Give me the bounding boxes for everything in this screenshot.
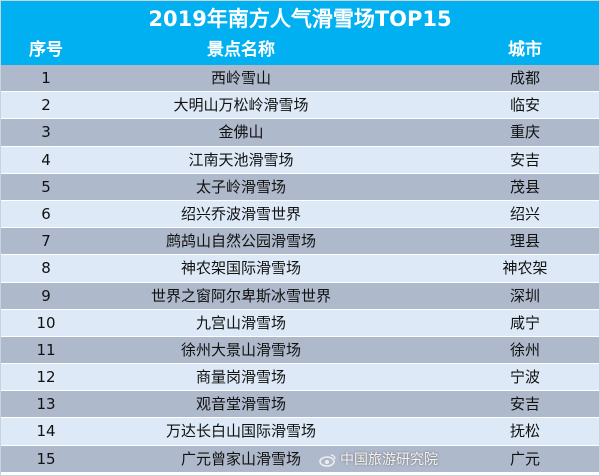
rank-cell: 12 [36, 368, 56, 387]
name-cell: 广元曾家山滑雪场 [180, 449, 301, 468]
name-cell: 太子岭滑雪场 [195, 177, 286, 196]
city-cell: 神农架 [502, 259, 548, 278]
rank-cell: 1 [41, 69, 51, 87]
rank-cell: 3 [41, 123, 51, 142]
rank-cell: 11 [36, 340, 56, 359]
city-cell: 茂县 [509, 177, 540, 196]
table-row: 7 鹧鸪山自然公园滑雪场 理县 [1, 228, 599, 256]
city-cell: 广元 [509, 449, 540, 468]
rank-cell: 4 [41, 150, 51, 169]
table-row: 6 绍兴乔波滑雪世界 绍兴 [1, 200, 599, 229]
table-row: 8 神农架国际滑雪场 神农架 [1, 255, 599, 283]
table-row: 12 商量岗滑雪场 宁波 [1, 364, 599, 392]
name-cell: 九宫山滑雪场 [195, 313, 286, 332]
table-row: 14 万达长白山国际滑雪场 抚松 [1, 418, 599, 446]
name-cell: 西岭雪山 [210, 69, 271, 87]
table-title: 2019年南方人气滑雪场TOP15 [148, 7, 452, 31]
name-cell: 江南天池滑雪场 [188, 150, 294, 169]
city-cell: 成都 [509, 69, 540, 87]
rank-cell: 10 [36, 313, 56, 332]
name-cell: 观音堂滑雪场 [195, 395, 286, 414]
table-row: 15 广元曾家山滑雪场 广元 [1, 445, 599, 473]
name-cell: 万达长白山国际滑雪场 [165, 422, 316, 441]
watermark-text: 中国旅游研究院 [340, 452, 438, 468]
name-cell: 绍兴乔波滑雪世界 [180, 204, 301, 223]
name-cell: 商量岗滑雪场 [195, 368, 286, 387]
rank-cell: 5 [41, 177, 51, 196]
rank-cell: 6 [41, 204, 51, 223]
rank-cell: 7 [41, 232, 51, 251]
header-name: 景点名称 [207, 40, 275, 60]
table-row: 4 江南天池滑雪场 安吉 [1, 146, 599, 174]
city-cell: 抚松 [509, 422, 540, 441]
header-rank: 序号 [29, 40, 63, 60]
city-cell: 理县 [509, 232, 540, 251]
rank-cell: 13 [36, 395, 56, 414]
city-cell: 安吉 [509, 150, 540, 169]
table-row: 9 世界之窗阿尔卑斯冰雪世界 深圳 [1, 282, 599, 310]
table-row: 5 太子岭滑雪场 茂县 [1, 173, 599, 201]
table-row: 10 九宫山滑雪场 咸宁 [1, 309, 599, 337]
city-cell: 深圳 [509, 286, 540, 305]
table-row: 13 观音堂滑雪场 安吉 [1, 391, 599, 419]
city-cell: 重庆 [509, 123, 540, 142]
rank-cell: 9 [41, 286, 51, 305]
rank-cell: 2 [41, 96, 51, 115]
name-cell: 金佛山 [218, 123, 264, 142]
name-cell: 徐州大景山滑雪场 [180, 340, 301, 359]
city-cell: 安吉 [509, 395, 540, 414]
header-row: 序号 景点名称 城市 [1, 37, 599, 65]
name-cell: 大明山万松岭滑雪场 [173, 96, 309, 115]
weibo-icon [319, 454, 336, 467]
name-cell: 神农架国际滑雪场 [180, 259, 301, 278]
city-cell: 绍兴 [509, 204, 540, 223]
city-cell: 宁波 [509, 368, 540, 387]
header-city: 城市 [508, 40, 542, 60]
name-cell: 鹧鸪山自然公园滑雪场 [165, 232, 316, 251]
table-row: 2 大明山万松岭滑雪场 临安 [1, 92, 599, 120]
city-cell: 临安 [509, 96, 540, 115]
rank-cell: 15 [36, 449, 56, 468]
table-row: 3 金佛山 重庆 [1, 119, 599, 147]
table-row: 1 西岭雪山 成都 [1, 65, 599, 93]
rank-cell: 14 [36, 422, 56, 441]
rank-cell: 8 [41, 259, 51, 278]
city-cell: 咸宁 [509, 313, 540, 332]
city-cell: 徐州 [509, 340, 540, 359]
name-cell: 世界之窗阿尔卑斯冰雪世界 [150, 286, 331, 305]
watermark: 中国旅游研究院 [319, 452, 438, 468]
table-row: 11 徐州大景山滑雪场 徐州 [1, 336, 599, 365]
